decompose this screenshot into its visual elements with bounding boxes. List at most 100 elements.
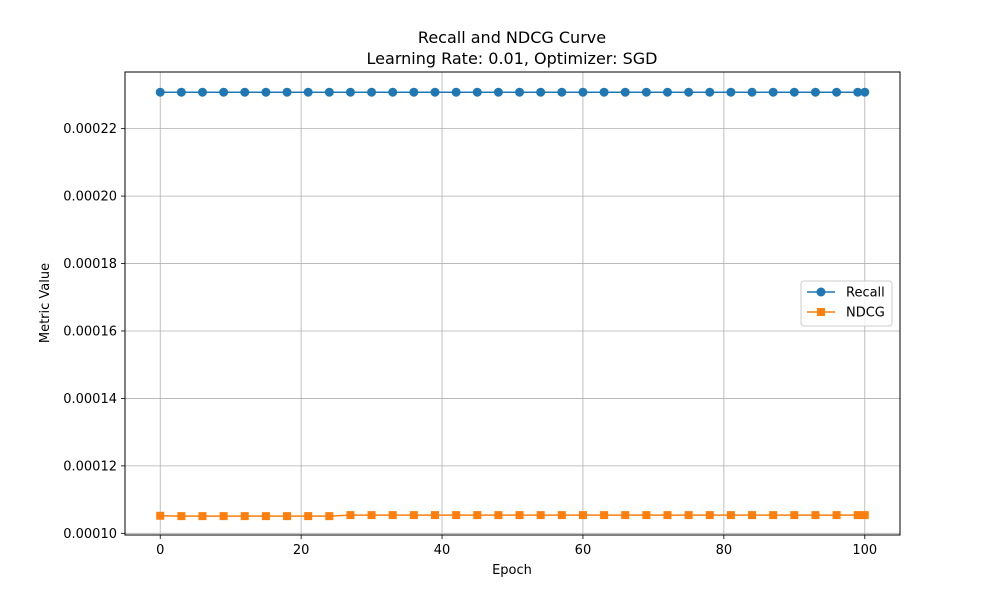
data-point — [431, 511, 439, 520]
data-point — [705, 87, 715, 97]
data-point — [409, 87, 419, 97]
data-point — [198, 512, 207, 521]
data-point — [240, 87, 250, 97]
data-point — [155, 87, 165, 97]
series-layer — [155, 87, 870, 521]
y-tick-label: 0.00014 — [63, 392, 117, 407]
data-point — [853, 511, 862, 520]
data-point — [473, 511, 482, 520]
data-point — [536, 511, 545, 520]
data-point — [726, 87, 736, 97]
data-point — [811, 511, 820, 520]
legend-entry-ndcg: NDCG — [807, 306, 885, 321]
data-point — [860, 511, 869, 520]
data-point — [493, 87, 503, 97]
chart-title: Recall and NDCG Curve — [418, 28, 606, 47]
data-point — [790, 511, 799, 520]
data-point — [663, 511, 672, 520]
data-point — [769, 511, 778, 520]
y-tick-label: 0.00018 — [63, 257, 117, 272]
data-point — [832, 511, 841, 520]
data-point — [324, 87, 334, 97]
legend-marker — [816, 287, 826, 297]
data-point — [705, 511, 714, 520]
x-axis-label: Epoch — [492, 563, 532, 578]
data-point — [219, 87, 229, 97]
data-point — [325, 512, 334, 521]
data-point — [388, 87, 398, 97]
data-point — [451, 87, 461, 97]
data-point — [304, 512, 313, 521]
data-point — [472, 87, 482, 97]
data-point — [198, 87, 207, 97]
data-point — [578, 511, 587, 520]
data-point — [515, 511, 524, 520]
y-tick-label: 0.00012 — [63, 459, 117, 474]
data-point — [810, 87, 820, 97]
chart-subtitle: Learning Rate: 0.01, Optimizer: SGD — [367, 49, 658, 68]
data-point — [430, 87, 440, 97]
x-tick-label: 80 — [716, 543, 733, 558]
data-point — [599, 87, 609, 97]
data-point — [853, 87, 863, 97]
data-point — [282, 87, 292, 97]
data-point — [156, 511, 165, 520]
data-point — [747, 87, 757, 97]
data-point — [177, 512, 186, 521]
legend: Recall NDCG — [800, 280, 893, 327]
data-point — [346, 511, 355, 520]
series-ndcg — [156, 511, 869, 521]
data-point — [345, 87, 355, 97]
data-point — [494, 511, 503, 520]
data-point — [303, 87, 313, 97]
data-point — [578, 87, 588, 97]
data-point — [663, 87, 672, 97]
y-tick-label: 0.00010 — [63, 527, 117, 542]
x-tick-label: 40 — [434, 543, 451, 558]
data-point — [409, 511, 418, 520]
data-point — [832, 87, 842, 97]
data-point — [768, 87, 778, 97]
data-point — [515, 87, 525, 97]
data-point — [748, 511, 757, 520]
data-point — [557, 511, 566, 520]
data-point — [388, 511, 397, 520]
x-tick-label: 20 — [293, 543, 310, 558]
y-tick-label: 0.00020 — [63, 190, 117, 205]
data-point — [261, 512, 270, 521]
data-point — [641, 87, 651, 97]
x-tick-label: 60 — [575, 543, 592, 558]
legend-label: Recall — [846, 286, 885, 301]
data-point — [261, 87, 271, 97]
data-point — [726, 511, 735, 520]
plot-frame — [124, 71, 901, 536]
data-point — [684, 87, 694, 97]
data-point — [620, 87, 630, 97]
data-point — [219, 512, 228, 521]
data-point — [452, 511, 461, 520]
data-point — [860, 87, 870, 97]
x-tick-label: 100 — [852, 543, 877, 558]
data-point — [283, 512, 292, 521]
legend-marker — [817, 308, 825, 316]
legend-entry-recall: Recall — [807, 286, 885, 301]
y-axis: 0.00010 0.00012 0.00014 0.00016 0.00018 0.000… — [63, 122, 125, 542]
y-tick-label: 0.00016 — [63, 324, 117, 339]
data-point — [536, 87, 546, 97]
data-point — [557, 87, 567, 97]
x-axis: 0 20 40 60 80 100 — [156, 535, 877, 558]
data-point — [642, 511, 651, 520]
data-point — [367, 511, 376, 520]
data-point — [621, 511, 630, 520]
data-point — [684, 511, 693, 520]
y-axis-label: Metric Value — [38, 263, 53, 343]
series-recall — [155, 87, 870, 97]
data-point — [176, 87, 186, 97]
data-point — [367, 87, 377, 97]
x-tick-label: 0 — [156, 543, 164, 558]
data-point — [789, 87, 799, 97]
data-point — [600, 511, 609, 520]
data-point — [240, 512, 249, 521]
legend-label: NDCG — [846, 306, 885, 321]
